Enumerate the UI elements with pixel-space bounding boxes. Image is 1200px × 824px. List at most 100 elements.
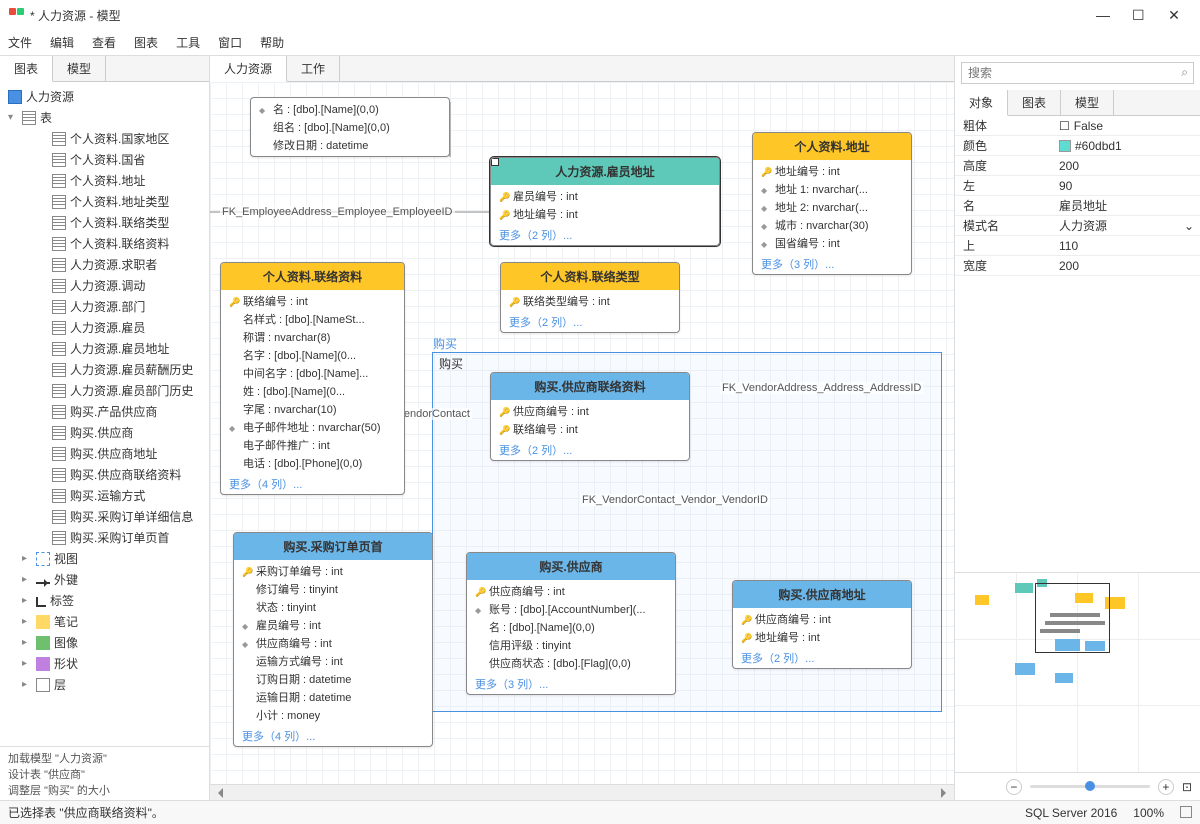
tree-item[interactable]: 人力资源: [0, 86, 209, 107]
menu-6[interactable]: 帮助: [260, 34, 284, 51]
prop-row[interactable]: 名雇员地址: [955, 196, 1200, 216]
tab-model[interactable]: 模型: [53, 56, 106, 81]
entity-field[interactable]: 修改日期 : datetime: [251, 136, 449, 154]
entity-e2[interactable]: 个人资料.地址地址编号 : int地址 1: nvarchar(...地址 2:…: [752, 132, 912, 275]
menu-3[interactable]: 图表: [134, 34, 158, 51]
entity-field[interactable]: 采购订单编号 : int: [234, 562, 432, 580]
prop-row[interactable]: 粗体☐False: [955, 116, 1200, 136]
tab-chart[interactable]: 图表: [1008, 90, 1061, 115]
tree-item[interactable]: ▸标签: [0, 590, 209, 611]
entity-e1[interactable]: 人力资源.雇员地址雇员编号 : int地址编号 : int更多（2 列）...: [490, 157, 720, 246]
entity-e4[interactable]: 个人资料.联络类型联络类型编号 : int更多（2 列）...: [500, 262, 680, 333]
entity-more[interactable]: 更多（3 列）...: [467, 674, 675, 694]
entity-field[interactable]: 名 : [dbo].[Name](0,0): [467, 618, 675, 636]
entity-field[interactable]: 供应商编号 : int: [491, 402, 689, 420]
tree-item[interactable]: 个人资料.地址: [0, 170, 209, 191]
entity-field[interactable]: 供应商编号 : int: [467, 582, 675, 600]
tab-work[interactable]: 工作: [287, 56, 340, 81]
entity-field[interactable]: 地址编号 : int: [753, 162, 911, 180]
entity-field[interactable]: 供应商状态 : [dbo].[Flag](0,0): [467, 654, 675, 672]
entity-field[interactable]: 名样式 : [dbo].[NameSt...: [221, 310, 404, 328]
minimize-button[interactable]: —: [1096, 7, 1108, 24]
minimap[interactable]: [955, 572, 1200, 772]
entity-field[interactable]: 订购日期 : datetime: [234, 670, 432, 688]
entity-field[interactable]: 名 : [dbo].[Name](0,0): [251, 100, 449, 118]
entity-field[interactable]: 供应商编号 : int: [733, 610, 911, 628]
tree-item[interactable]: ▸笔记: [0, 611, 209, 632]
entity-field[interactable]: 信用评级 : tinyint: [467, 636, 675, 654]
entity-field[interactable]: 地址编号 : int: [491, 205, 719, 223]
tree-item[interactable]: 个人资料.国省: [0, 149, 209, 170]
close-button[interactable]: ✕: [1168, 7, 1180, 24]
tab-object[interactable]: 对象: [955, 90, 1008, 116]
entity-field[interactable]: 运输方式编号 : int: [234, 652, 432, 670]
entity-field[interactable]: 状态 : tinyint: [234, 598, 432, 616]
entity-more[interactable]: 更多（2 列）...: [491, 440, 689, 460]
tree-item[interactable]: 人力资源.求职者: [0, 254, 209, 275]
tree-item[interactable]: 人力资源.部门: [0, 296, 209, 317]
entity-more[interactable]: 更多（4 列）...: [221, 474, 404, 494]
entity-field[interactable]: 账号 : [dbo].[AccountNumber](...: [467, 600, 675, 618]
entity-e5[interactable]: 购买.供应商联络资料供应商编号 : int联络编号 : int更多（2 列）..…: [490, 372, 690, 461]
tree-item[interactable]: 购买.采购订单页首: [0, 527, 209, 548]
entity-more[interactable]: 更多（3 列）...: [753, 254, 911, 274]
menu-4[interactable]: 工具: [176, 34, 200, 51]
entity-field[interactable]: 国省编号 : int: [753, 234, 911, 252]
entity-field[interactable]: 组名 : [dbo].[Name](0,0): [251, 118, 449, 136]
minimap-viewport[interactable]: [1035, 583, 1110, 653]
tree-item[interactable]: 人力资源.调动: [0, 275, 209, 296]
prop-row[interactable]: 高度200: [955, 156, 1200, 176]
menu-1[interactable]: 编辑: [50, 34, 74, 51]
tree-item[interactable]: 个人资料.联络资料: [0, 233, 209, 254]
menu-5[interactable]: 窗口: [218, 34, 242, 51]
tree-item[interactable]: 购买.运输方式: [0, 485, 209, 506]
tree-item[interactable]: ▾表: [0, 107, 209, 128]
entity-field[interactable]: 联络编号 : int: [491, 420, 689, 438]
tree-item[interactable]: 人力资源.雇员薪酬历史: [0, 359, 209, 380]
horizontal-scrollbar[interactable]: [210, 784, 954, 800]
entity-field[interactable]: 称谓 : nvarchar(8): [221, 328, 404, 346]
entity-more[interactable]: 更多（2 列）...: [501, 312, 679, 332]
checkbox-icon[interactable]: ☐: [1059, 119, 1070, 133]
entity-more[interactable]: 更多（4 列）...: [234, 726, 432, 746]
entity-e3[interactable]: 个人资料.联络资料联络编号 : int名样式 : [dbo].[NameSt..…: [220, 262, 405, 495]
prop-row[interactable]: 左90: [955, 176, 1200, 196]
entity-field[interactable]: 地址编号 : int: [733, 628, 911, 646]
menu-0[interactable]: 文件: [8, 34, 32, 51]
canvas-viewport[interactable]: 购买购买FK_EmployeeAddress_Employee_Employee…: [210, 82, 954, 784]
search-input[interactable]: [961, 62, 1194, 84]
tree-item[interactable]: 人力资源.雇员: [0, 317, 209, 338]
entity-field[interactable]: 联络编号 : int: [221, 292, 404, 310]
zoom-slider[interactable]: [1030, 785, 1150, 788]
entity-field[interactable]: 电子邮件地址 : nvarchar(50): [221, 418, 404, 436]
tree-item[interactable]: 购买.供应商地址: [0, 443, 209, 464]
status-grid-icon[interactable]: [1180, 806, 1192, 818]
relationship-label[interactable]: FK_EmployeeAddress_Employee_EmployeeID: [220, 206, 455, 218]
entity-e0[interactable]: 名 : [dbo].[Name](0,0)组名 : [dbo].[Name](0…: [250, 97, 450, 157]
tree-item[interactable]: ▸层: [0, 674, 209, 695]
entity-field[interactable]: 地址 2: nvarchar(...: [753, 198, 911, 216]
maximize-button[interactable]: ☐: [1132, 7, 1144, 24]
entity-field[interactable]: 联络类型编号 : int: [501, 292, 679, 310]
entity-field[interactable]: 字尾 : nvarchar(10): [221, 400, 404, 418]
entity-e8[interactable]: 购买.供应商地址供应商编号 : int地址编号 : int更多（2 列）...: [732, 580, 912, 669]
prop-row[interactable]: 宽度200: [955, 256, 1200, 276]
entity-more[interactable]: 更多（2 列）...: [491, 225, 719, 245]
entity-field[interactable]: 小计 : money: [234, 706, 432, 724]
tree-item[interactable]: 购买.采购订单详细信息: [0, 506, 209, 527]
search-icon[interactable]: ⌕: [1181, 65, 1188, 80]
entity-field[interactable]: 电子邮件推广 : int: [221, 436, 404, 454]
entity-field[interactable]: 雇员编号 : int: [491, 187, 719, 205]
zoom-out-button[interactable]: −: [1006, 779, 1022, 795]
prop-row[interactable]: 上110: [955, 236, 1200, 256]
prop-row[interactable]: 模式名人力资源⌄: [955, 216, 1200, 236]
entity-e6[interactable]: 购买.采购订单页首采购订单编号 : int修订编号 : tinyint状态 : …: [233, 532, 433, 747]
entity-field[interactable]: 雇员编号 : int: [234, 616, 432, 634]
entity-field[interactable]: 供应商编号 : int: [234, 634, 432, 652]
tree-item[interactable]: 购买.供应商: [0, 422, 209, 443]
tree-item[interactable]: ▸外键: [0, 569, 209, 590]
menu-2[interactable]: 查看: [92, 34, 116, 51]
entity-field[interactable]: 运输日期 : datetime: [234, 688, 432, 706]
tree-item[interactable]: ▸形状: [0, 653, 209, 674]
tree-item[interactable]: 个人资料.联络类型: [0, 212, 209, 233]
